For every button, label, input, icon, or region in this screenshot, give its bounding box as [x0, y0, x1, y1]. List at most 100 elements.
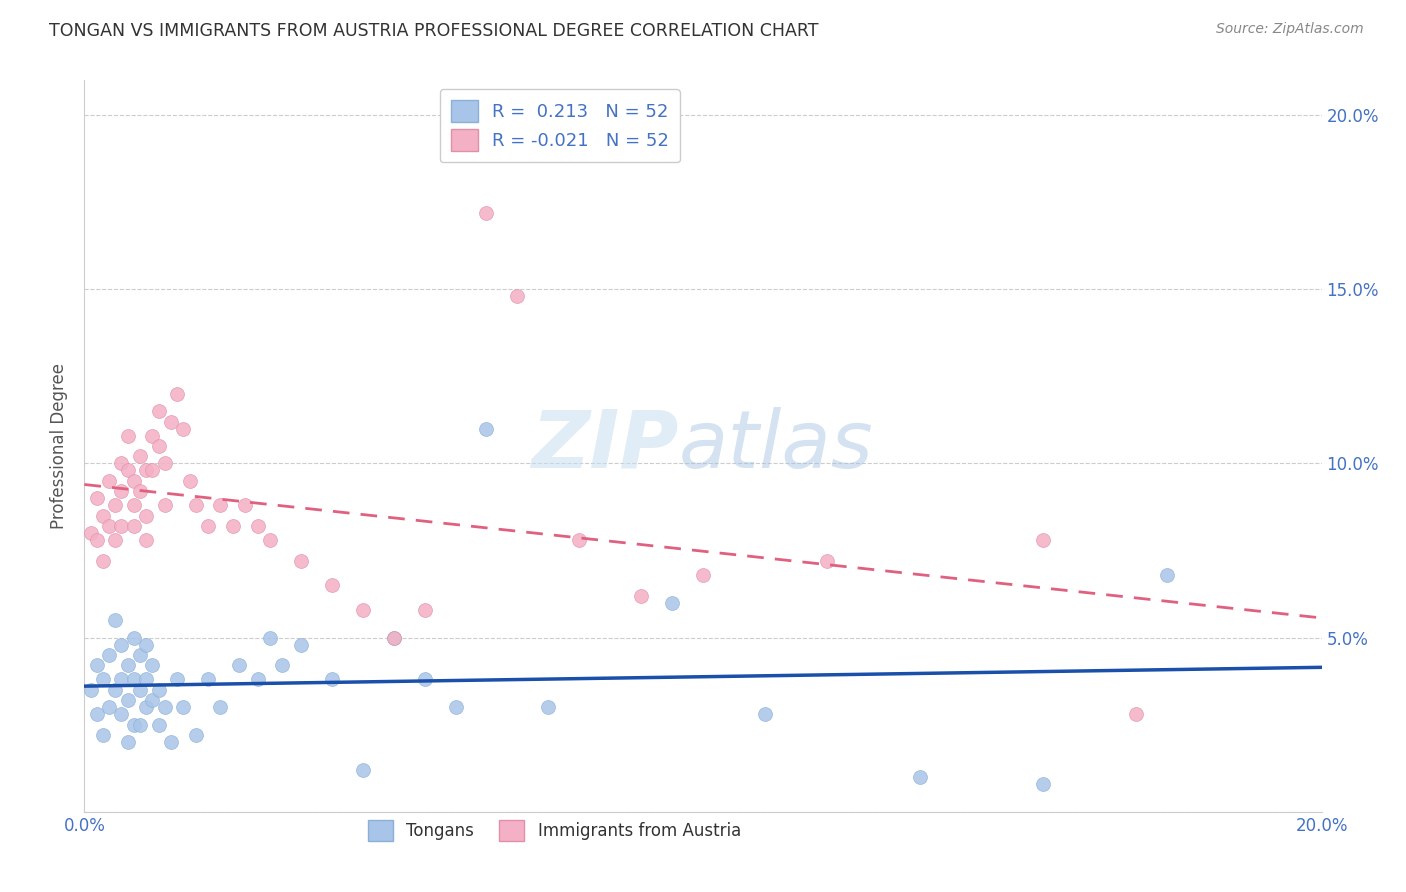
Point	[290, 554, 312, 568]
Point	[98, 700, 121, 714]
Point	[506, 289, 529, 303]
Text: ZIP: ZIP	[531, 407, 678, 485]
Point	[321, 578, 343, 592]
Point	[91, 508, 114, 523]
Point	[233, 498, 256, 512]
Point	[692, 567, 714, 582]
Point	[228, 658, 250, 673]
Text: atlas: atlas	[678, 407, 873, 485]
Point	[259, 631, 281, 645]
Point	[86, 491, 108, 506]
Point	[1125, 707, 1147, 722]
Point	[110, 457, 132, 471]
Point	[91, 728, 114, 742]
Point	[117, 693, 139, 707]
Point	[122, 673, 145, 687]
Point	[475, 205, 498, 219]
Point	[209, 700, 232, 714]
Point	[382, 631, 405, 645]
Point	[148, 682, 170, 697]
Point	[122, 498, 145, 512]
Point	[444, 700, 467, 714]
Point	[184, 498, 207, 512]
Point	[110, 707, 132, 722]
Point	[122, 519, 145, 533]
Point	[815, 554, 838, 568]
Point	[153, 498, 176, 512]
Point	[86, 707, 108, 722]
Point	[110, 638, 132, 652]
Point	[413, 673, 436, 687]
Point	[117, 463, 139, 477]
Point	[86, 658, 108, 673]
Point	[153, 457, 176, 471]
Point	[110, 484, 132, 499]
Point	[135, 700, 157, 714]
Point	[1156, 567, 1178, 582]
Point	[122, 474, 145, 488]
Point	[321, 673, 343, 687]
Point	[1032, 777, 1054, 791]
Point	[908, 770, 931, 784]
Point	[135, 638, 157, 652]
Point	[382, 631, 405, 645]
Point	[135, 533, 157, 547]
Point	[98, 474, 121, 488]
Point	[141, 693, 163, 707]
Point	[98, 648, 121, 662]
Point	[122, 631, 145, 645]
Point	[153, 700, 176, 714]
Point	[661, 596, 683, 610]
Point	[179, 474, 201, 488]
Point	[104, 533, 127, 547]
Point	[141, 658, 163, 673]
Point	[184, 728, 207, 742]
Point	[117, 658, 139, 673]
Point	[413, 603, 436, 617]
Point	[98, 519, 121, 533]
Point	[352, 763, 374, 777]
Text: Source: ZipAtlas.com: Source: ZipAtlas.com	[1216, 22, 1364, 37]
Point	[290, 638, 312, 652]
Text: TONGAN VS IMMIGRANTS FROM AUSTRIA PROFESSIONAL DEGREE CORRELATION CHART: TONGAN VS IMMIGRANTS FROM AUSTRIA PROFES…	[49, 22, 818, 40]
Point	[197, 519, 219, 533]
Point	[141, 428, 163, 442]
Point	[352, 603, 374, 617]
Point	[91, 554, 114, 568]
Point	[122, 717, 145, 731]
Point	[104, 682, 127, 697]
Point	[1032, 533, 1054, 547]
Point	[160, 735, 183, 749]
Point	[754, 707, 776, 722]
Point	[148, 404, 170, 418]
Point	[86, 533, 108, 547]
Legend: Tongans, Immigrants from Austria: Tongans, Immigrants from Austria	[361, 814, 748, 847]
Point	[129, 717, 152, 731]
Point	[166, 386, 188, 401]
Point	[104, 613, 127, 627]
Point	[271, 658, 294, 673]
Point	[129, 484, 152, 499]
Point	[110, 673, 132, 687]
Point	[148, 439, 170, 453]
Point	[135, 463, 157, 477]
Y-axis label: Professional Degree: Professional Degree	[51, 363, 69, 529]
Point	[259, 533, 281, 547]
Point	[91, 673, 114, 687]
Point	[135, 508, 157, 523]
Point	[630, 589, 652, 603]
Point	[222, 519, 245, 533]
Point	[104, 498, 127, 512]
Point	[110, 519, 132, 533]
Point	[117, 428, 139, 442]
Point	[160, 415, 183, 429]
Point	[568, 533, 591, 547]
Point	[475, 421, 498, 435]
Point	[209, 498, 232, 512]
Point	[197, 673, 219, 687]
Point	[129, 450, 152, 464]
Point	[135, 673, 157, 687]
Point	[79, 526, 101, 541]
Point	[172, 421, 194, 435]
Point	[246, 519, 269, 533]
